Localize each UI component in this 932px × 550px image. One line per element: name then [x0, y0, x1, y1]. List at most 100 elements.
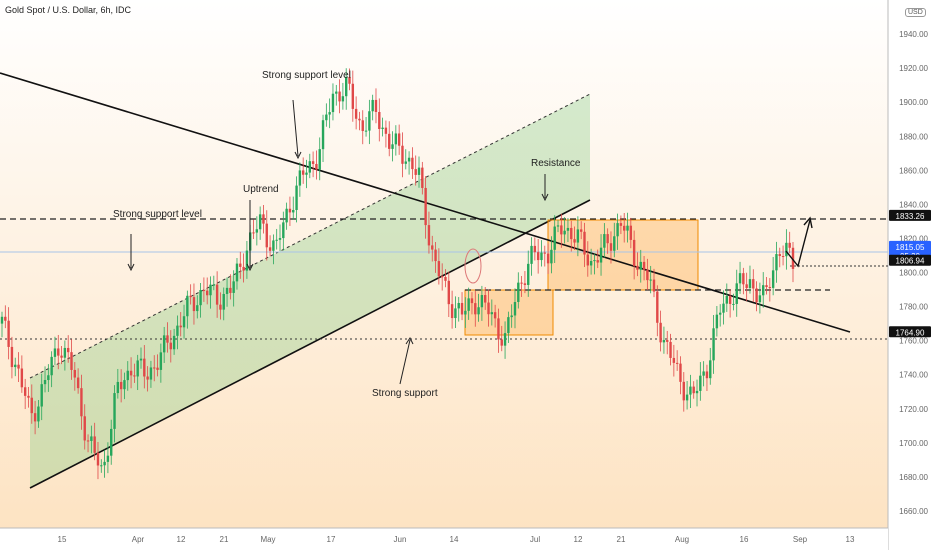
candle-body [232, 281, 235, 293]
price-tick-label: 1920.00 [899, 64, 928, 73]
candle-body [146, 376, 149, 380]
candle-body [583, 231, 586, 255]
candle-body [646, 269, 649, 281]
candle-body [652, 279, 656, 292]
candle-body [76, 377, 80, 389]
annotation-strong-support: Strong support [372, 388, 438, 399]
time-axis-background [0, 528, 888, 550]
price-tick-label: 1700.00 [899, 439, 928, 448]
candle-body [477, 307, 480, 315]
candle-body [411, 157, 414, 170]
time-tick-label: 21 [617, 535, 626, 544]
candle-body [358, 118, 361, 121]
candle-body [80, 388, 83, 417]
candle-body [268, 247, 272, 251]
candle-body [785, 242, 788, 257]
candle-body [636, 265, 639, 270]
price-tick-label: 1940.00 [899, 30, 928, 39]
candle-body [179, 325, 182, 328]
candle-body [129, 370, 133, 376]
candle-body [0, 316, 4, 324]
candle-body [351, 83, 355, 109]
candle-body [53, 348, 57, 357]
time-tick-label: Jul [530, 535, 540, 544]
candle-body [616, 223, 619, 237]
candle-body [748, 279, 752, 288]
candle-body [219, 304, 222, 310]
candle-body [20, 368, 24, 388]
candle-body [222, 293, 225, 310]
candle-body [139, 358, 143, 361]
candle-body [96, 452, 100, 466]
candle-body [245, 250, 249, 271]
candle-body [162, 335, 166, 353]
candle-body [215, 284, 219, 305]
candle-body [586, 254, 590, 266]
candle-body [311, 161, 315, 164]
candle-body [229, 287, 232, 293]
candle-body [86, 440, 90, 442]
candle-body [27, 395, 30, 398]
candle-body [242, 266, 245, 271]
price-axis-background [888, 0, 932, 550]
candle-body [536, 252, 540, 261]
candle-body [632, 239, 636, 266]
candle-body [318, 149, 321, 170]
time-tick-label: 17 [327, 535, 336, 544]
candle-body [573, 239, 576, 243]
time-tick-label: 14 [450, 535, 459, 544]
candle-body [182, 316, 186, 328]
candle-body [768, 287, 772, 289]
candle-body [37, 406, 40, 422]
candle-body [520, 282, 523, 284]
candle-body [10, 346, 14, 368]
price-tag-label: 1833.26 [896, 212, 925, 221]
candle-body [484, 295, 487, 303]
candle-body [623, 225, 626, 231]
price-tag-label: 1764.90 [896, 328, 925, 337]
price-tag-box [889, 209, 931, 221]
candle-body [629, 225, 633, 240]
candle-body [298, 170, 302, 186]
candle-body [530, 245, 533, 264]
candle-body [63, 347, 67, 358]
candle-body [348, 76, 351, 84]
candle-body [447, 280, 450, 305]
candle-body [93, 436, 96, 453]
candle-body [755, 288, 758, 303]
candle-body [576, 229, 580, 243]
candle-body [427, 225, 431, 246]
candle-body [778, 254, 781, 257]
candle-body [156, 367, 159, 370]
candle-body [685, 394, 689, 401]
candle-body [742, 273, 745, 285]
time-tick-label: Jun [394, 535, 407, 544]
candle-body [113, 393, 116, 429]
currency-badge[interactable]: USD [905, 8, 926, 17]
candle-body [695, 390, 699, 394]
candle-body [30, 397, 33, 414]
time-axis: 15 Apr 12 21 May 17 Jun 14 Jul 12 21 Aug 16 Sep 13 [58, 535, 855, 544]
price-tick-label: 1780.00 [899, 303, 928, 312]
candle-body [738, 273, 742, 284]
candle-body [460, 302, 464, 315]
price-tag-label: 1806.94 [896, 257, 925, 266]
candle-body [781, 256, 785, 258]
candle-body [341, 96, 345, 102]
annotation-arrowhead [246, 263, 254, 272]
annotation-strong-support-level: Strong support level [262, 70, 351, 81]
candle-body [83, 416, 86, 441]
time-tick-label: Apr [132, 535, 145, 544]
candle-body [325, 114, 328, 121]
projection-arrow [785, 219, 811, 268]
candle-body [656, 291, 659, 323]
candle-body [752, 279, 755, 289]
candle-body [282, 222, 285, 239]
annotation-uptrend: Uptrend [243, 184, 279, 195]
candle-body [70, 352, 73, 370]
candle-body [47, 375, 50, 381]
price-tag-box [889, 254, 931, 266]
price-tick-label: 1680.00 [899, 473, 928, 482]
